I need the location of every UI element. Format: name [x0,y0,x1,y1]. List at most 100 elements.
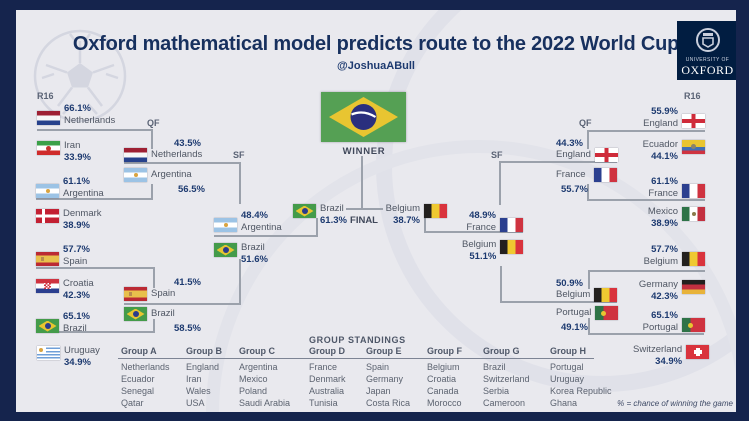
denmark-flag-icon [36,209,59,223]
team-name: Brazil [63,322,87,334]
team-name: France [648,187,678,199]
label-r16-left: R16 [37,91,54,101]
bracket-line [587,130,705,132]
group-team: Ghana [550,398,578,408]
bracket-team: Brazil 61.3% [293,203,347,226]
spain-flag-icon [36,252,59,266]
group-header: Group D [309,346,345,356]
bracket-line [239,259,241,304]
bracket-team: Germany 42.3% [633,279,705,302]
team-pct: 65.1% [651,310,678,321]
bracket-team: 65.1% Portugal [633,310,705,333]
group-standings-rule [118,358,594,359]
group-header: Group C [239,346,275,356]
bracket-team: 48.9% France [462,210,523,233]
team-pct: 57.7% [63,244,90,255]
bracket-team: Ecuador 44.1% [633,139,705,162]
bracket-line [588,270,705,272]
team-name: Germany [638,279,678,290]
belgium-flag-icon [424,204,447,218]
belgium-flag-icon [500,240,524,254]
group-team: Iran [186,374,202,384]
oxford-logo: UNIVERSITY OF OXFORD [677,21,736,80]
team-pct: 58.5% [174,323,201,334]
bracket-line [124,162,241,164]
team-pct: 38.9% [651,217,678,229]
group-team: Denmark [309,374,346,384]
bracket-line [587,130,589,149]
bracket-team: 44.3% England [556,138,618,162]
team-pct: 41.5% [174,277,201,288]
group-team: Germany [366,374,404,384]
group-team: Morocco [427,398,462,408]
bracket-line [36,267,155,269]
team-pct: 33.9% [64,151,91,163]
group-team: Wales [186,386,211,396]
argentina-flag-icon [124,168,147,182]
group-team: Senegal [121,386,155,396]
spain-flag-icon [124,287,147,301]
bracket-line [153,319,155,332]
team-pct: 48.9% [469,210,496,221]
team-name: Brazil [151,308,175,320]
author-handle: @JoshuaABull [337,60,415,72]
belgium-flag-icon [594,288,618,302]
team-pct: 61.1% [651,176,678,187]
team-pct: 42.3% [63,289,90,301]
bracket-team: 61.1% Argentina [36,176,104,199]
team-name: Argentina [151,169,192,181]
bracket-team: 50.9% Belgium [556,278,618,302]
group-header: Group F [427,346,462,356]
bracket-team: 66.1% Netherlands [37,103,115,126]
team-pct: 44.1% [651,150,678,162]
team-pct: 61.3% [320,214,347,226]
brazil-flag-icon [214,243,237,257]
bracket-line [500,301,617,303]
argentina-flag-icon [36,184,59,198]
portugal-flag-icon [682,318,705,332]
group-team: France [309,362,338,372]
bracket-team: Brazil 51.6% [214,242,268,265]
bracket-line [36,198,153,200]
group-column-a: Group A Netherlands Ecuador Senegal Qata… [121,345,170,409]
team-name: Iran [64,140,81,151]
bracket-team: 61.1% France [633,176,705,199]
bracket-team: Belgium 38.7% [384,203,447,226]
bracket-team: 48.4% Argentina [214,210,282,233]
portugal-flag-icon [595,306,619,320]
oxford-logo-line1: UNIVERSITY OF [685,57,730,63]
mexico-flag-icon [682,207,705,221]
england-flag-icon [594,148,618,162]
group-header: Group G [483,346,520,356]
oxford-crest-icon [695,28,720,52]
bracket-line [361,156,363,209]
team-pct: 38.7% [393,214,420,226]
label-qf-left: QF [147,118,160,128]
group-column-d: Group D France Denmark Australia Tunisia [309,345,346,409]
team-name: England [556,149,591,161]
bracket-line [424,231,523,233]
netherlands-flag-icon [37,111,60,125]
team-pct: 42.3% [651,290,678,302]
bracket-team: Belgium 51.1% [462,239,524,262]
label-sf-left: SF [233,150,245,160]
bracket-team: France 55.7% [556,168,617,195]
team-pct: 51.1% [469,250,497,262]
group-column-c: Group C Argentina Mexico Poland Saudi Ar… [239,345,290,409]
bracket-line [424,218,426,232]
france-flag-icon [500,218,523,232]
bracket-line [588,318,590,334]
group-column-g: Group G Brazil Switzerland Serbia Camero… [483,345,530,409]
uruguay-flag-icon [37,346,60,360]
group-team: Korea Republic [550,386,612,396]
group-team: Poland [239,386,268,396]
team-pct: 48.4% [241,210,268,221]
group-header: Group A [121,346,157,356]
page-title: Oxford mathematical model predicts route… [72,33,680,55]
argentina-flag-icon [214,218,237,232]
croatia-flag-icon [36,279,59,293]
bracket-team: Croatia 42.3% [36,278,94,301]
team-name: Denmark [63,208,102,219]
team-pct: 61.1% [63,176,90,187]
switzerland-flag-icon [686,345,710,359]
